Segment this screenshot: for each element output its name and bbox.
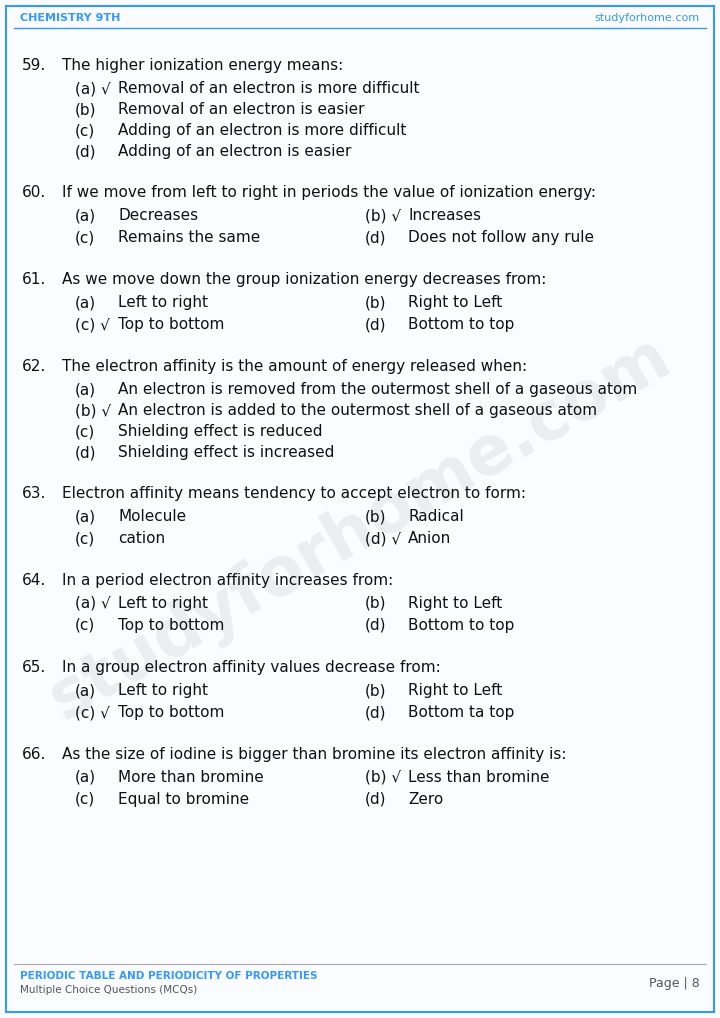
Text: (c): (c) — [75, 792, 95, 807]
Text: In a period electron affinity increases from:: In a period electron affinity increases … — [62, 573, 393, 588]
Text: Adding of an electron is easier: Adding of an electron is easier — [118, 144, 351, 159]
Text: (d) √: (d) √ — [365, 531, 401, 546]
Text: Adding of an electron is more difficult: Adding of an electron is more difficult — [118, 123, 406, 138]
Text: Electron affinity means tendency to accept electron to form:: Electron affinity means tendency to acce… — [62, 486, 526, 501]
Text: As the size of iodine is bigger than bromine its electron affinity is:: As the size of iodine is bigger than bro… — [62, 747, 567, 762]
Text: Molecule: Molecule — [118, 509, 186, 524]
Text: Remains the same: Remains the same — [118, 230, 260, 245]
Text: Right to Left: Right to Left — [408, 295, 503, 310]
Text: (a): (a) — [75, 295, 96, 310]
Text: 59.: 59. — [22, 58, 46, 73]
Text: Less than bromine: Less than bromine — [408, 770, 549, 785]
Text: 66.: 66. — [22, 747, 46, 762]
Text: (c): (c) — [75, 123, 95, 138]
Text: (b) √: (b) √ — [365, 208, 401, 223]
Text: (a): (a) — [75, 509, 96, 524]
Text: Top to bottom: Top to bottom — [118, 317, 225, 332]
Text: Left to right: Left to right — [118, 295, 208, 310]
Text: Shielding effect is increased: Shielding effect is increased — [118, 445, 334, 460]
Text: (d): (d) — [365, 792, 387, 807]
Text: (a): (a) — [75, 208, 96, 223]
Text: (d): (d) — [365, 230, 387, 245]
Text: (b) √: (b) √ — [75, 403, 111, 418]
Text: (b): (b) — [365, 683, 387, 698]
Text: Anion: Anion — [408, 531, 451, 546]
Text: Zero: Zero — [408, 792, 444, 807]
Text: 64.: 64. — [22, 573, 46, 588]
Text: (c): (c) — [75, 230, 95, 245]
Text: (a): (a) — [75, 382, 96, 397]
Text: Multiple Choice Questions (MCQs): Multiple Choice Questions (MCQs) — [20, 985, 197, 995]
Text: 65.: 65. — [22, 660, 46, 675]
Text: (d): (d) — [365, 705, 387, 720]
Text: Increases: Increases — [408, 208, 481, 223]
Text: The higher ionization energy means:: The higher ionization energy means: — [62, 58, 343, 73]
Text: 63.: 63. — [22, 486, 46, 501]
Text: (d): (d) — [75, 144, 96, 159]
Text: (c) √: (c) √ — [75, 317, 110, 332]
Text: PERIODIC TABLE AND PERIODICITY OF PROPERTIES: PERIODIC TABLE AND PERIODICITY OF PROPER… — [20, 971, 318, 981]
Text: Equal to bromine: Equal to bromine — [118, 792, 249, 807]
Text: (c): (c) — [75, 618, 95, 633]
Text: 62.: 62. — [22, 359, 46, 374]
Text: The electron affinity is the amount of energy released when:: The electron affinity is the amount of e… — [62, 359, 527, 374]
Text: (a): (a) — [75, 683, 96, 698]
Text: As we move down the group ionization energy decreases from:: As we move down the group ionization ene… — [62, 272, 546, 287]
Text: An electron is added to the outermost shell of a gaseous atom: An electron is added to the outermost sh… — [118, 403, 597, 418]
Text: (d): (d) — [365, 317, 387, 332]
Text: Removal of an electron is easier: Removal of an electron is easier — [118, 102, 364, 117]
Text: More than bromine: More than bromine — [118, 770, 264, 785]
Text: (c): (c) — [75, 531, 95, 546]
Text: An electron is removed from the outermost shell of a gaseous atom: An electron is removed from the outermos… — [118, 382, 637, 397]
Text: Bottom to top: Bottom to top — [408, 317, 514, 332]
Text: studyforhome.com: studyforhome.com — [595, 13, 700, 23]
Text: (d): (d) — [365, 618, 387, 633]
Text: Shielding effect is reduced: Shielding effect is reduced — [118, 425, 323, 439]
Text: (a) √: (a) √ — [75, 81, 111, 96]
Text: Top to bottom: Top to bottom — [118, 705, 225, 720]
Text: (a) √: (a) √ — [75, 596, 111, 611]
Text: (b): (b) — [365, 295, 387, 310]
Text: (d): (d) — [75, 445, 96, 460]
Text: Left to right: Left to right — [118, 596, 208, 611]
Text: Right to Left: Right to Left — [408, 596, 503, 611]
Text: Page | 8: Page | 8 — [649, 976, 700, 989]
Text: cation: cation — [118, 531, 165, 546]
Text: (b): (b) — [75, 102, 96, 117]
Text: Decreases: Decreases — [118, 208, 198, 223]
Text: Bottom ta top: Bottom ta top — [408, 705, 514, 720]
Text: (c): (c) — [75, 425, 95, 439]
Text: Radical: Radical — [408, 509, 464, 524]
Text: In a group electron affinity values decrease from:: In a group electron affinity values decr… — [62, 660, 441, 675]
Text: (b) √: (b) √ — [365, 770, 401, 785]
Text: If we move from left to right in periods the value of ionization energy:: If we move from left to right in periods… — [62, 185, 596, 200]
Text: 60.: 60. — [22, 185, 46, 200]
Text: Removal of an electron is more difficult: Removal of an electron is more difficult — [118, 81, 420, 96]
Text: (c) √: (c) √ — [75, 705, 110, 720]
Text: Left to right: Left to right — [118, 683, 208, 698]
Text: (a): (a) — [75, 770, 96, 785]
Text: Bottom to top: Bottom to top — [408, 618, 514, 633]
Text: (b): (b) — [365, 509, 387, 524]
Text: CHEMISTRY 9TH: CHEMISTRY 9TH — [20, 13, 120, 23]
Text: (b): (b) — [365, 596, 387, 611]
Text: 61.: 61. — [22, 272, 46, 287]
Text: Does not follow any rule: Does not follow any rule — [408, 230, 594, 245]
Text: Right to Left: Right to Left — [408, 683, 503, 698]
Text: Top to bottom: Top to bottom — [118, 618, 225, 633]
Text: studyforhome.com: studyforhome.com — [37, 324, 683, 734]
